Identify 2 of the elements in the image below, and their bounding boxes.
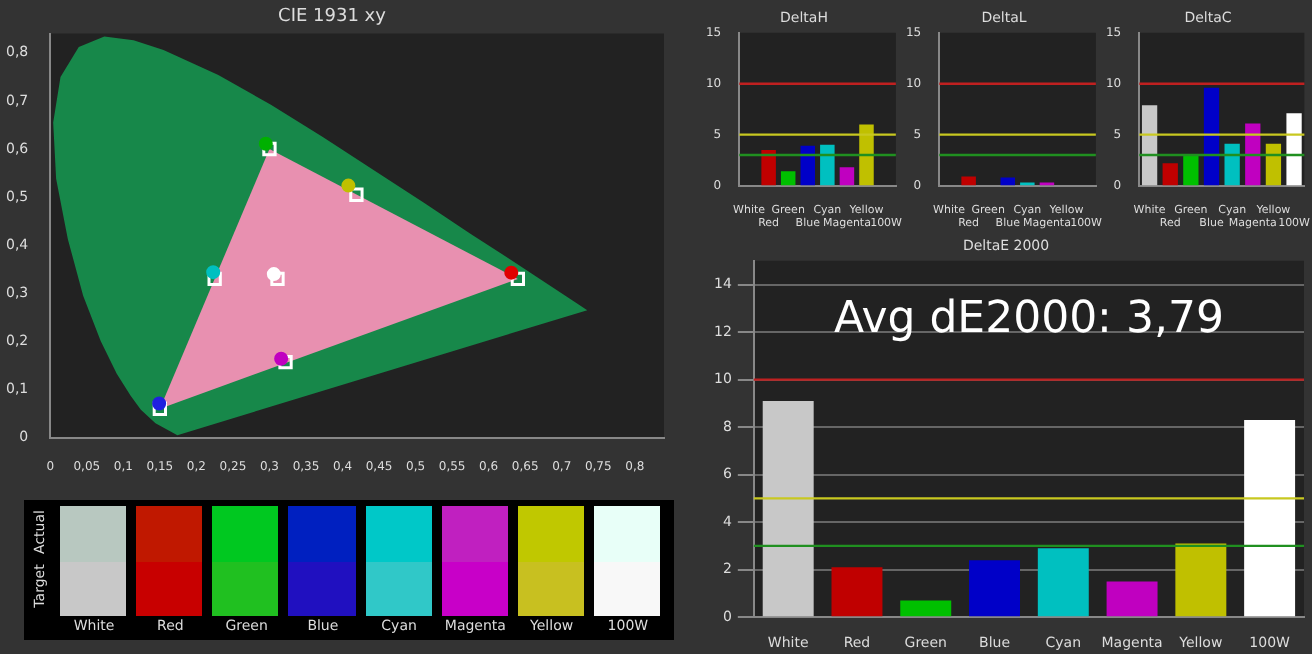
chart-title: CIE 1931 xy <box>278 7 388 28</box>
annotation: Avg dE2000: 3,79 <box>833 294 1224 345</box>
